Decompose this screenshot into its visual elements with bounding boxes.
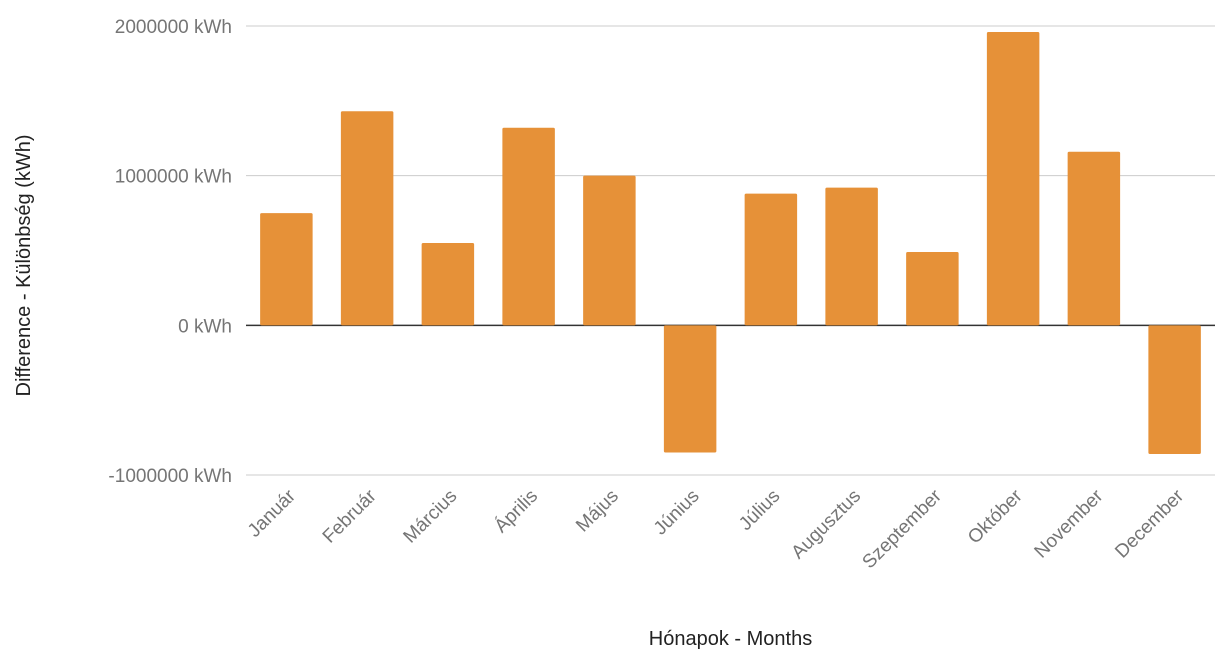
x-axis-title: Hónapok - Months [649, 628, 812, 650]
x-tick-label: Június [650, 486, 704, 540]
gridlines [246, 25, 1215, 476]
bars [260, 31, 1201, 455]
x-tick-label: December [1111, 485, 1188, 562]
bar-május[interactable] [583, 175, 636, 326]
bar-április[interactable] [502, 127, 555, 326]
x-tick-label: Október [964, 485, 1027, 548]
y-tick-label: -1000000 kWh [108, 466, 232, 487]
bar-december[interactable] [1148, 325, 1201, 455]
x-tick-label: Február [319, 485, 381, 547]
x-tick-label: Május [572, 486, 623, 537]
x-tick-label: November [1031, 485, 1108, 562]
bar-szeptember[interactable] [906, 251, 959, 326]
y-tick-label: 2000000 kWh [115, 17, 232, 38]
y-tick-label: 1000000 kWh [115, 167, 232, 188]
bar-március[interactable] [421, 243, 475, 326]
x-tick-label: Július [735, 486, 784, 535]
bar-október[interactable] [986, 31, 1040, 326]
y-tick-label: 0 kWh [178, 316, 232, 337]
y-axis-ticks: -1000000 kWh 0 kWh 1000000 kWh 2000000 kWh [108, 17, 232, 487]
x-tick-label: Szeptember [859, 485, 947, 573]
y-axis-title: Difference - Különbség (kWh) [13, 135, 35, 397]
x-tick-label: Március [400, 486, 462, 548]
bar-január[interactable] [260, 213, 313, 326]
bar-június[interactable] [663, 325, 717, 453]
x-tick-label: Augusztus [788, 486, 866, 564]
bar-február[interactable] [340, 111, 394, 326]
bar-július[interactable] [744, 193, 798, 326]
x-axis-ticks: Január Február Március Április Május Június Jú… [244, 485, 1189, 573]
bar-november[interactable] [1067, 151, 1121, 326]
x-tick-label: Január [244, 485, 300, 541]
x-tick-label: Április [491, 486, 542, 537]
bar-augusztus[interactable] [825, 187, 878, 326]
